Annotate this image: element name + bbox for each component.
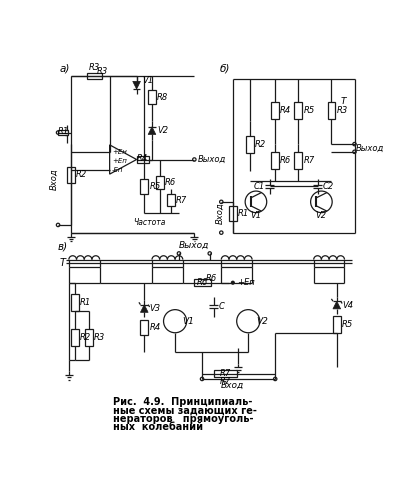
Circle shape xyxy=(237,310,260,333)
Text: V1: V1 xyxy=(143,76,154,85)
Text: R8: R8 xyxy=(157,93,168,101)
Circle shape xyxy=(208,252,212,255)
Circle shape xyxy=(56,131,60,134)
Bar xyxy=(67,167,75,183)
Text: R1: R1 xyxy=(80,298,91,307)
Text: +Eн: +Eн xyxy=(112,149,127,155)
Text: R6: R6 xyxy=(206,274,217,283)
Circle shape xyxy=(353,150,356,153)
Text: R2: R2 xyxy=(255,141,266,149)
Text: R6: R6 xyxy=(197,278,208,287)
Bar xyxy=(137,156,149,162)
Circle shape xyxy=(56,223,60,227)
Text: R3: R3 xyxy=(96,67,107,76)
Text: R5: R5 xyxy=(303,106,315,115)
Circle shape xyxy=(164,310,187,333)
Text: V1: V1 xyxy=(250,211,262,220)
Text: R6: R6 xyxy=(280,156,291,165)
Text: R1: R1 xyxy=(238,209,249,218)
Text: +Eп: +Eп xyxy=(112,158,127,164)
Bar xyxy=(85,329,93,346)
Text: R2: R2 xyxy=(76,170,88,179)
Circle shape xyxy=(177,252,181,255)
Text: R4: R4 xyxy=(280,106,291,115)
Bar xyxy=(156,176,164,189)
Bar xyxy=(271,152,279,169)
Text: V2: V2 xyxy=(316,211,327,220)
Circle shape xyxy=(353,143,356,146)
Text: R3: R3 xyxy=(89,63,100,72)
Text: R1: R1 xyxy=(57,127,69,136)
Bar xyxy=(246,137,254,153)
Text: Рис.  4.9.  Принципиаль-: Рис. 4.9. Принципиаль- xyxy=(114,397,253,407)
Text: +Eп: +Eп xyxy=(237,278,254,287)
Text: R5: R5 xyxy=(149,182,160,191)
Text: R7: R7 xyxy=(219,377,231,386)
Bar xyxy=(87,73,102,79)
Text: Вход: Вход xyxy=(221,381,245,390)
Text: R3: R3 xyxy=(337,106,348,115)
Bar xyxy=(229,206,237,221)
Bar xyxy=(194,279,211,286)
Text: R7: R7 xyxy=(303,156,315,165)
Bar xyxy=(58,130,68,135)
Bar xyxy=(140,320,148,335)
Text: Выход: Выход xyxy=(197,155,225,164)
Bar xyxy=(214,370,237,377)
Text: нераторов   прямоуголь-: нераторов прямоуголь- xyxy=(114,414,254,424)
Text: V1: V1 xyxy=(183,317,195,326)
Bar xyxy=(148,90,156,104)
Bar xyxy=(294,102,302,119)
Text: C2: C2 xyxy=(323,182,334,191)
Polygon shape xyxy=(148,127,156,135)
Circle shape xyxy=(200,377,204,381)
Text: V2: V2 xyxy=(256,317,268,326)
Text: -Eп: -Eп xyxy=(112,166,123,173)
Polygon shape xyxy=(133,81,140,89)
Text: Выход: Выход xyxy=(356,144,384,152)
Circle shape xyxy=(220,231,223,234)
Bar xyxy=(167,194,175,206)
Bar xyxy=(294,152,302,169)
Circle shape xyxy=(193,158,196,161)
Text: T: T xyxy=(59,258,66,268)
Text: а): а) xyxy=(59,64,70,74)
Polygon shape xyxy=(140,304,148,312)
Text: T: T xyxy=(341,97,346,106)
Circle shape xyxy=(232,281,234,284)
Text: ные схемы задающих ге-: ные схемы задающих ге- xyxy=(114,405,257,415)
Text: ных  колебаний: ных колебаний xyxy=(114,422,204,433)
Text: R2: R2 xyxy=(80,333,91,342)
Text: Выход: Выход xyxy=(179,241,210,250)
Text: C1: C1 xyxy=(253,182,265,191)
Bar xyxy=(140,179,148,194)
Text: Вход: Вход xyxy=(216,202,225,224)
Text: C: C xyxy=(219,302,225,311)
Bar xyxy=(328,102,335,119)
Text: Вход: Вход xyxy=(50,168,59,190)
Text: V4: V4 xyxy=(342,300,353,309)
Circle shape xyxy=(274,377,277,381)
Bar xyxy=(71,329,79,346)
Text: Частота: Частота xyxy=(133,218,165,227)
Text: R7: R7 xyxy=(219,369,231,378)
Bar xyxy=(333,316,341,333)
Circle shape xyxy=(220,200,223,203)
Bar xyxy=(271,102,279,119)
Text: R4: R4 xyxy=(137,154,149,163)
Text: R5: R5 xyxy=(342,320,353,329)
Text: V2: V2 xyxy=(158,126,168,135)
Text: V3: V3 xyxy=(150,304,161,313)
Text: R7: R7 xyxy=(176,196,188,205)
Text: б): б) xyxy=(220,64,230,74)
Circle shape xyxy=(245,191,267,213)
Polygon shape xyxy=(333,301,341,309)
Text: R4: R4 xyxy=(149,323,160,332)
Circle shape xyxy=(311,191,332,213)
Text: в): в) xyxy=(58,242,68,251)
Text: R3: R3 xyxy=(94,333,105,342)
Bar xyxy=(71,294,79,311)
Text: R6: R6 xyxy=(165,178,176,187)
